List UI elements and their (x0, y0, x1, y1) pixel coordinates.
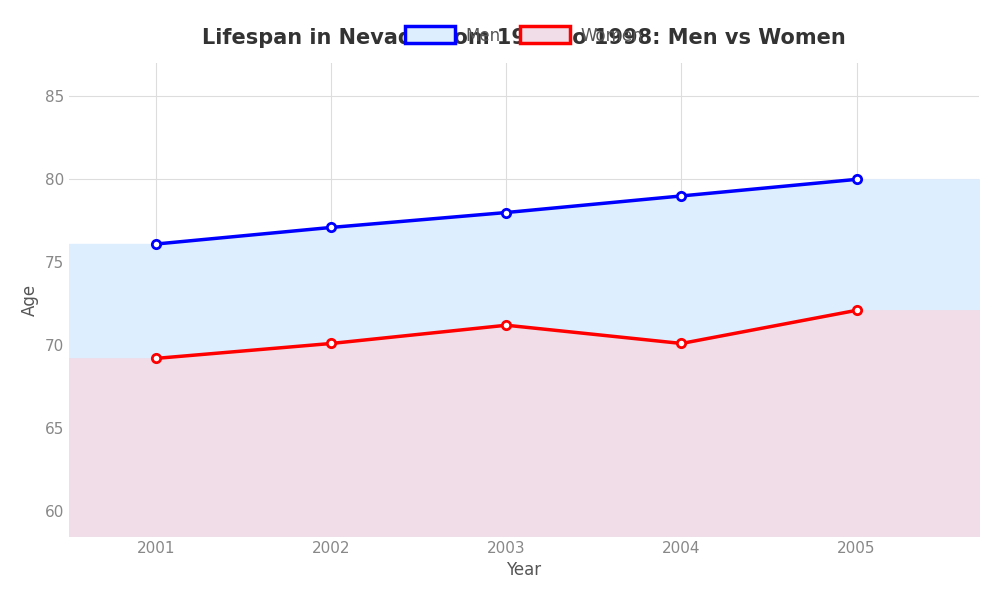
Y-axis label: Age: Age (21, 283, 39, 316)
Title: Lifespan in Nevada from 1961 to 1998: Men vs Women: Lifespan in Nevada from 1961 to 1998: Me… (202, 28, 846, 48)
X-axis label: Year: Year (506, 561, 541, 579)
Legend: Men, Women: Men, Women (398, 20, 649, 51)
